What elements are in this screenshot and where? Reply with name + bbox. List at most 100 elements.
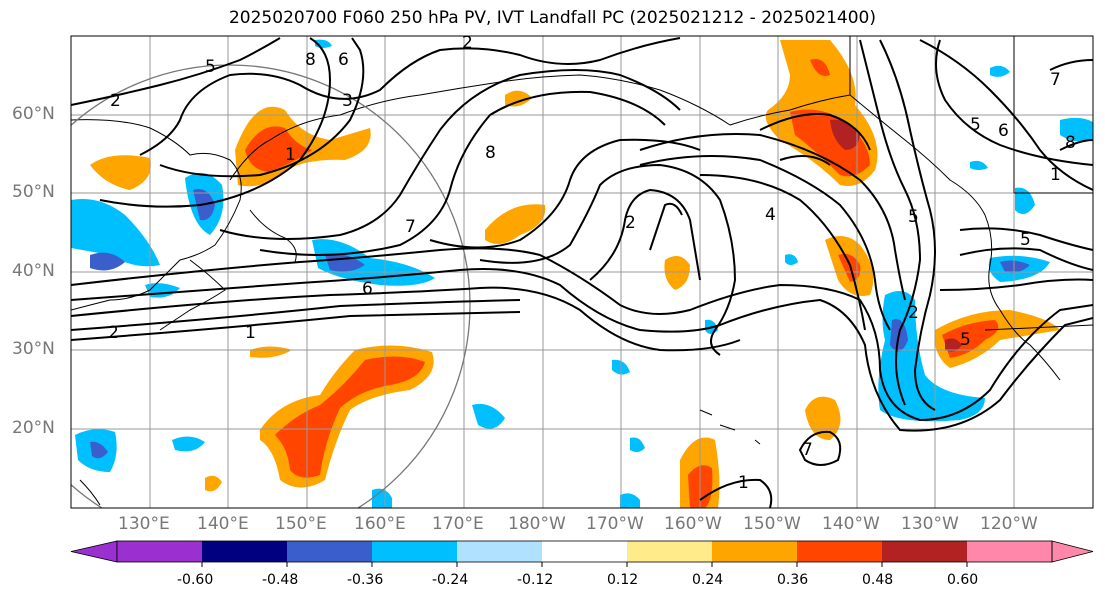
fill-region bbox=[1000, 260, 1030, 273]
lon-label: 130°W bbox=[901, 514, 959, 534]
lat-label: 40°N bbox=[12, 261, 55, 281]
fill-region bbox=[372, 488, 392, 508]
contour-label: 7 bbox=[405, 217, 416, 237]
colorbar-tick-label: -0.60 bbox=[177, 572, 214, 588]
contour-label: 5 bbox=[960, 330, 971, 350]
colorbar-tick-label: -0.24 bbox=[432, 572, 469, 588]
contour-label: 2 bbox=[108, 323, 119, 343]
fill-region bbox=[205, 475, 222, 492]
fill-region bbox=[664, 256, 690, 290]
fill-region bbox=[990, 65, 1010, 77]
fill-region bbox=[325, 253, 365, 272]
contour-label: 1 bbox=[1050, 165, 1061, 185]
colorbar-segment bbox=[372, 541, 457, 562]
colorbar-segment bbox=[627, 541, 712, 562]
colorbar bbox=[70, 540, 1094, 567]
fill-region bbox=[630, 437, 645, 453]
lon-label: 180°W bbox=[508, 514, 566, 534]
contour-label: 6 bbox=[338, 50, 349, 70]
lat-label: 50°N bbox=[12, 182, 55, 202]
lon-label: 150°W bbox=[743, 514, 801, 534]
lon-label: 140°E bbox=[197, 514, 249, 534]
lon-label: 160°E bbox=[354, 514, 406, 534]
colorbar-extend-high bbox=[1051, 540, 1094, 563]
fill-region bbox=[90, 252, 125, 271]
fill-region bbox=[945, 338, 962, 352]
colorbar-segment bbox=[117, 541, 202, 562]
contour-label: 5 bbox=[908, 207, 919, 227]
colorbar-segment bbox=[967, 541, 1052, 562]
lat-label: 60°N bbox=[12, 104, 55, 124]
fill-region bbox=[934, 310, 1060, 368]
contour-label: 1 bbox=[285, 145, 296, 165]
colorbar-tick-label: -0.36 bbox=[347, 572, 384, 588]
colorbar-segment bbox=[712, 541, 797, 562]
colorbar-tick-label: -0.12 bbox=[517, 572, 554, 588]
colorbar-segment bbox=[202, 541, 287, 562]
gridlines bbox=[71, 36, 1093, 508]
contour-label: 6 bbox=[362, 279, 373, 299]
contour-label: 1 bbox=[245, 323, 256, 343]
contour-label: 7 bbox=[802, 440, 813, 460]
contour-label: 8 bbox=[1065, 133, 1076, 153]
colorbar-segment bbox=[287, 541, 372, 562]
fill-region bbox=[1060, 117, 1093, 142]
colorbar-segment bbox=[457, 541, 542, 562]
fill-region bbox=[275, 356, 425, 478]
fill-region bbox=[878, 291, 985, 422]
fill-region bbox=[90, 155, 151, 190]
contour-label: 5 bbox=[1020, 230, 1031, 250]
colorbar-frame bbox=[116, 540, 1053, 563]
colorbar-segment bbox=[542, 541, 627, 562]
fill-region bbox=[472, 403, 505, 429]
colorbar-tick-label: 0.36 bbox=[777, 572, 809, 588]
contour-label: 3 bbox=[342, 91, 353, 111]
contour-label: 5 bbox=[970, 115, 981, 135]
fill-region bbox=[785, 254, 798, 265]
fill-region bbox=[970, 160, 988, 170]
fill-region bbox=[485, 204, 546, 244]
colorbar-tick-label: 0.24 bbox=[692, 572, 724, 588]
contour-label: 2 bbox=[625, 213, 636, 233]
landfall-radius-circle bbox=[71, 64, 471, 508]
contour-label: 1 bbox=[738, 473, 749, 493]
fill-region bbox=[172, 436, 205, 452]
lat-label: 30°N bbox=[12, 339, 55, 359]
lon-label: 130°E bbox=[118, 514, 170, 534]
lon-label: 160°W bbox=[664, 514, 722, 534]
colorbar-tick-label: -0.48 bbox=[262, 572, 299, 588]
contour-label: 8 bbox=[305, 50, 316, 70]
contour-label: 7 bbox=[1050, 70, 1061, 90]
lat-label: 20°N bbox=[12, 418, 55, 438]
pv-contour-layer bbox=[71, 37, 1093, 508]
coastlines bbox=[71, 36, 1093, 506]
colorbar-segment bbox=[882, 541, 967, 562]
fill-region bbox=[90, 441, 108, 459]
colorbar-tick-label: 0.48 bbox=[862, 572, 894, 588]
fill-region bbox=[71, 199, 160, 267]
fill-region bbox=[1015, 187, 1035, 214]
fill-region bbox=[250, 346, 292, 358]
contour-label: 5 bbox=[205, 57, 216, 77]
fill-region bbox=[810, 59, 830, 76]
contour-label: 4 bbox=[765, 205, 776, 225]
lon-label: 170°E bbox=[432, 514, 484, 534]
contour-label: 2 bbox=[462, 33, 473, 53]
fill-region bbox=[620, 493, 640, 508]
lon-label: 120°W bbox=[980, 514, 1038, 534]
colorbar-tick-label: 0.60 bbox=[947, 572, 979, 588]
fill-region bbox=[838, 253, 861, 282]
ivt-fill-layer bbox=[71, 39, 1093, 508]
fill-region bbox=[312, 239, 435, 286]
lon-label: 170°W bbox=[586, 514, 644, 534]
map-frame bbox=[70, 35, 1094, 509]
fill-region bbox=[505, 90, 532, 107]
colorbar-extend-low bbox=[70, 540, 118, 563]
map-title: 2025020700 F060 250 hPa PV, IVT Landfall… bbox=[228, 8, 876, 28]
lon-label: 150°E bbox=[275, 514, 327, 534]
colorbar-tick-label: 0.12 bbox=[607, 572, 639, 588]
contour-label: 2 bbox=[110, 91, 121, 111]
contour-label: 6 bbox=[998, 121, 1009, 141]
